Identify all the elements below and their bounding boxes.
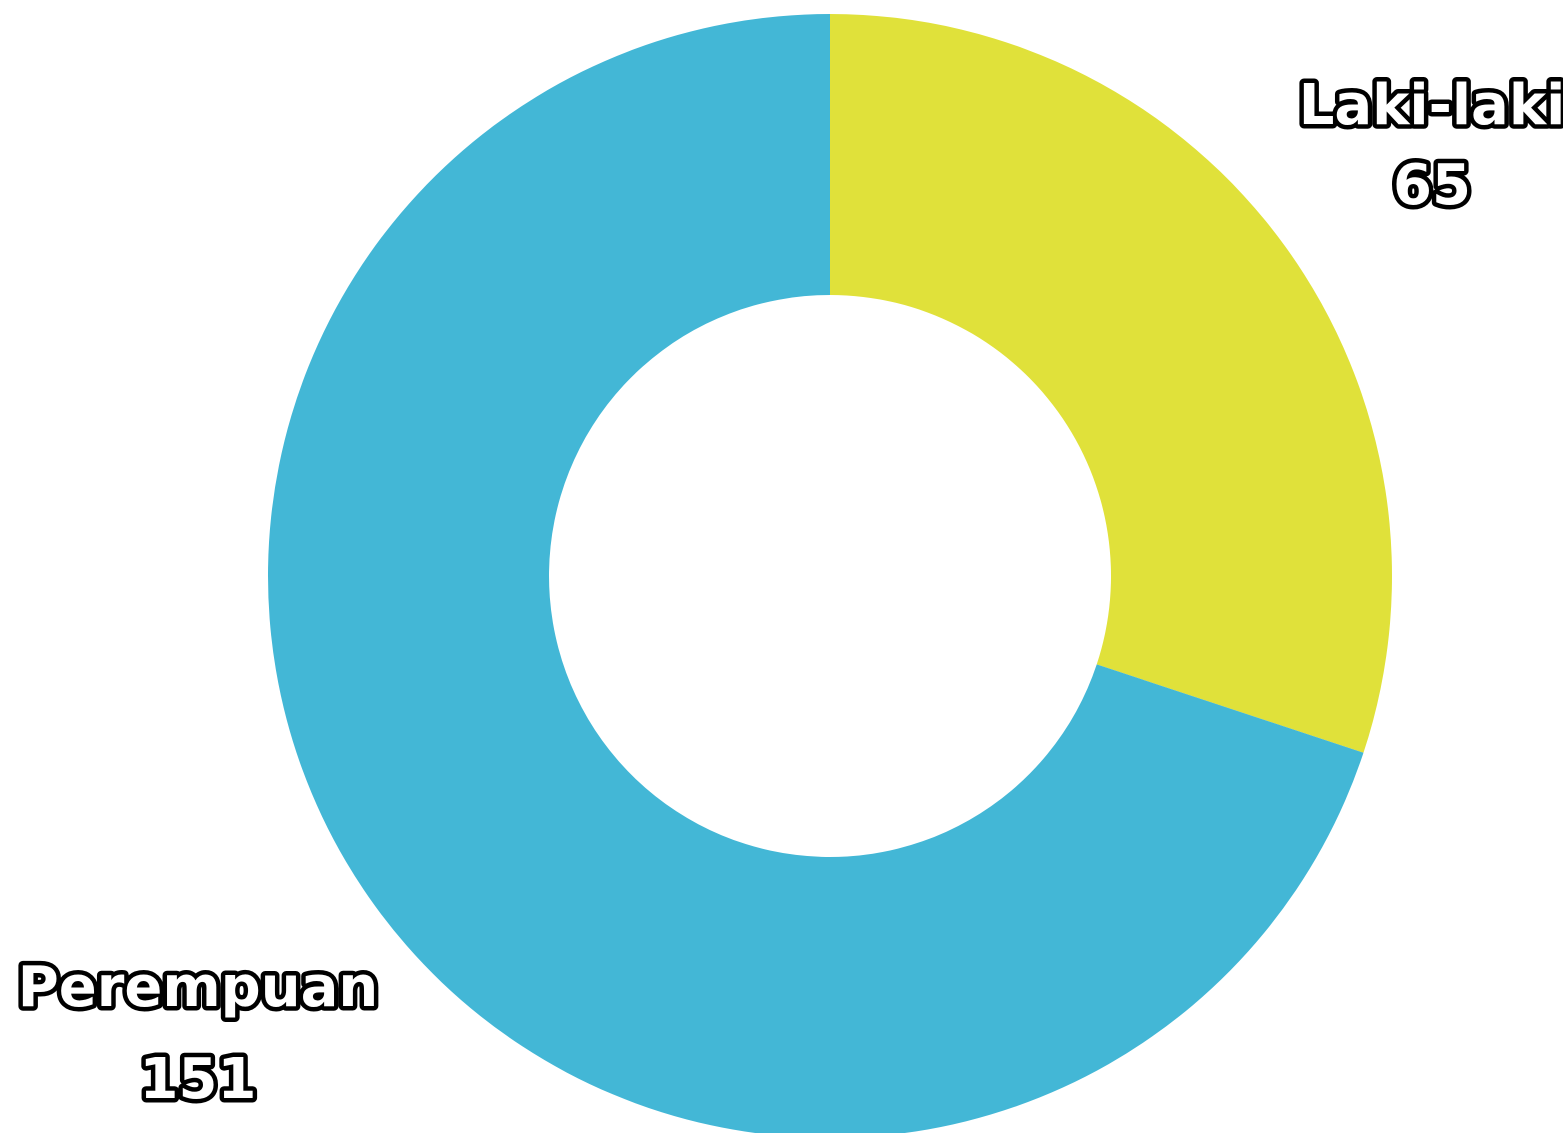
slice-label-laki-laki: Laki-laki: [1299, 73, 1563, 138]
slice-laki-laki: [830, 14, 1392, 753]
slice-label-perempuan: Perempuan: [18, 955, 379, 1020]
slice-perempuan: [268, 14, 1364, 1133]
slice-value-laki-laki: 65: [1393, 153, 1471, 218]
chart-labels: Laki-laki 65 Perempuan 151: [13, 69, 1563, 1117]
chart-slices: [268, 14, 1392, 1133]
slice-value-perempuan: 151: [140, 1047, 257, 1112]
